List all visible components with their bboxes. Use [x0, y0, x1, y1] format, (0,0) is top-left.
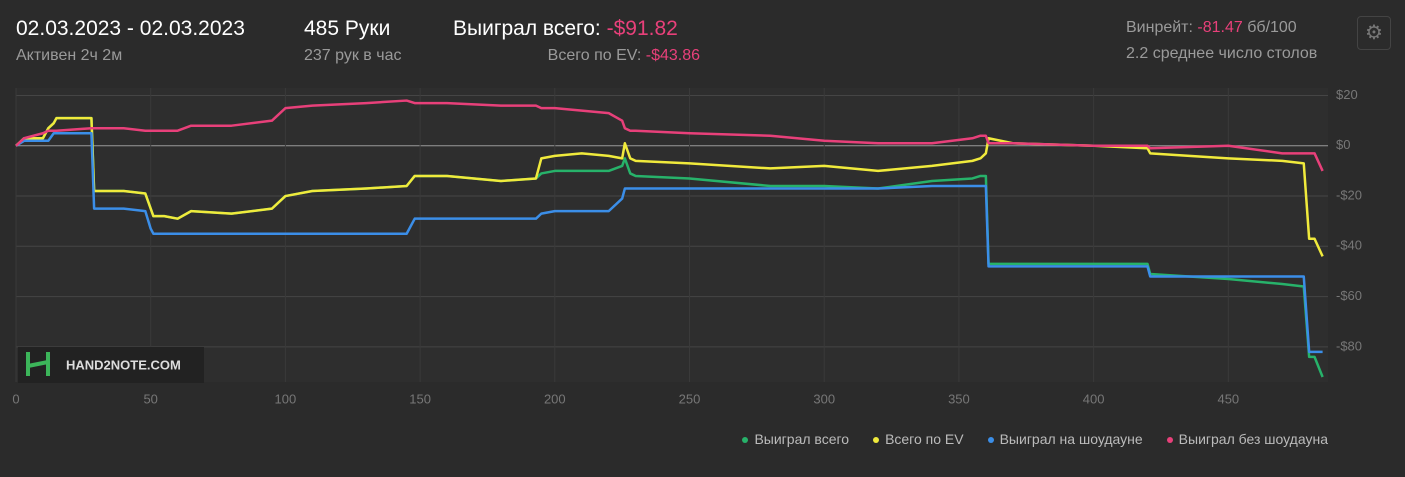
legend-label: Всего по EV [885, 431, 964, 447]
hands: 485 Руки [304, 17, 391, 40]
legend-dot [742, 437, 749, 444]
legend-item[interactable]: Выиграл без шоудауна [1166, 431, 1328, 447]
legend-label: Выиграл без шоудауна [1178, 431, 1328, 447]
tables: 2.2 среднее число столов [1126, 45, 1318, 62]
ev-value: -$43.86 [645, 47, 700, 64]
logo-icon [26, 352, 50, 376]
x-tick-label: 250 [679, 391, 701, 406]
legend-dot [987, 437, 994, 444]
hands-per-hour: 237 рук в час [304, 47, 402, 64]
plot: $20 $0 -$20 -$40 -$60 -$80 0 50 100 150 200 250 300 3… [12, 87, 1362, 406]
x-tick-label: 450 [1217, 391, 1239, 406]
ev-label: Всего по EV: [547, 47, 642, 64]
legend-item[interactable]: Выиграл всего [742, 431, 849, 447]
legend-label: Выиграл на шоудауне [999, 431, 1143, 447]
series-line [15, 131, 1323, 354]
x-tick-label: 400 [1083, 391, 1105, 406]
x-tick-label: 350 [948, 391, 970, 406]
plot-area [16, 88, 1328, 382]
y-tick-label: -$20 [1336, 187, 1362, 202]
y-tick-label: -$60 [1336, 288, 1362, 303]
legend-dot [1166, 437, 1173, 444]
x-tick-label: 300 [813, 391, 835, 406]
x-tick-label: 100 [275, 391, 297, 406]
y-tick-label: $20 [1336, 87, 1358, 102]
logo-text: HAND2NOTE.COM [66, 357, 181, 372]
x-tick-label: 50 [143, 391, 157, 406]
active-time: Активен 2ч 2м [16, 47, 123, 64]
x-tick-label: 200 [544, 391, 566, 406]
won-total: Выиграл всего: -$91.82 [453, 17, 678, 41]
winrate-unit: бб/100 [1247, 19, 1297, 36]
won-value: -$91.82 [606, 17, 678, 40]
legend: Выиграл всего Всего по EV Выиграл на шоуда… [742, 431, 1328, 447]
series-line [15, 99, 1324, 172]
winrate: Винрейт: -81.47 бб/100 [1126, 19, 1297, 37]
winrate-label: Винрейт: [1126, 19, 1193, 36]
settings-button[interactable]: ⚙ [1357, 16, 1391, 50]
x-tick-label: 0 [12, 391, 19, 406]
winrate-value: -81.47 [1197, 19, 1243, 36]
y-tick-label: -$80 [1336, 338, 1362, 353]
logo: HAND2NOTE.COM [18, 347, 204, 383]
y-tick-label: -$40 [1336, 238, 1362, 253]
legend-dot [873, 437, 880, 444]
ev-total: Всего по EV: -$43.86 [548, 47, 700, 65]
won-label: Выиграл всего: [453, 17, 601, 40]
date-range: 02.03.2023 - 02.03.2023 [16, 17, 245, 40]
legend-item[interactable]: Выиграл на шоудауне [987, 431, 1143, 447]
legend-item[interactable]: Всего по EV [873, 431, 964, 447]
y-tick-label: $0 [1336, 137, 1350, 152]
x-tick-label: 150 [409, 391, 431, 406]
legend-label: Выиграл всего [754, 431, 850, 447]
